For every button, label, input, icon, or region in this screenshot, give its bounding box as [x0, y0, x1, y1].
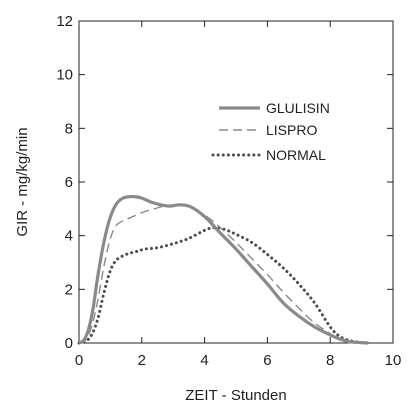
y-tick-label: 12: [56, 13, 73, 30]
series-line-lispro: [78, 203, 362, 344]
y-tick-label: 8: [65, 120, 73, 137]
x-tick-label: 2: [138, 352, 146, 369]
plot-frame: [78, 20, 394, 344]
series-line-glulisin: [78, 194, 368, 345]
y-tick-label: 0: [65, 335, 73, 352]
x-axis-ticks: 0 2 4 6 8 10: [75, 21, 402, 369]
series-layer: [77, 194, 370, 345]
x-tick-label: 0: [75, 352, 83, 369]
y-tick-label: 2: [65, 281, 73, 298]
legend-label-lispro: LISPRO: [266, 122, 317, 138]
x-tick-label: 6: [263, 352, 271, 369]
y-tick-label: 10: [56, 67, 73, 84]
y-axis-ticks: 0 2 4 6 8 10 12: [56, 13, 393, 352]
legend-label-normal: NORMAL: [266, 147, 326, 163]
series-line-normal: [77, 226, 370, 345]
x-tick-label: 10: [385, 352, 402, 369]
x-tick-label: 8: [326, 352, 334, 369]
legend: GLULISIN LISPRO NORMAL: [211, 100, 330, 163]
y-axis-label: GIR - mg/kg/min: [14, 127, 31, 236]
legend-label-glulisin: GLULISIN: [266, 100, 330, 116]
plot-area: 0 2 4 6 8 10 0 2 4 6 8 10 12: [56, 13, 401, 369]
x-tick-label: 4: [200, 352, 208, 369]
x-axis-label: ZEIT - Stunden: [185, 387, 286, 404]
y-tick-label: 4: [65, 228, 73, 245]
y-tick-label: 6: [65, 174, 73, 191]
